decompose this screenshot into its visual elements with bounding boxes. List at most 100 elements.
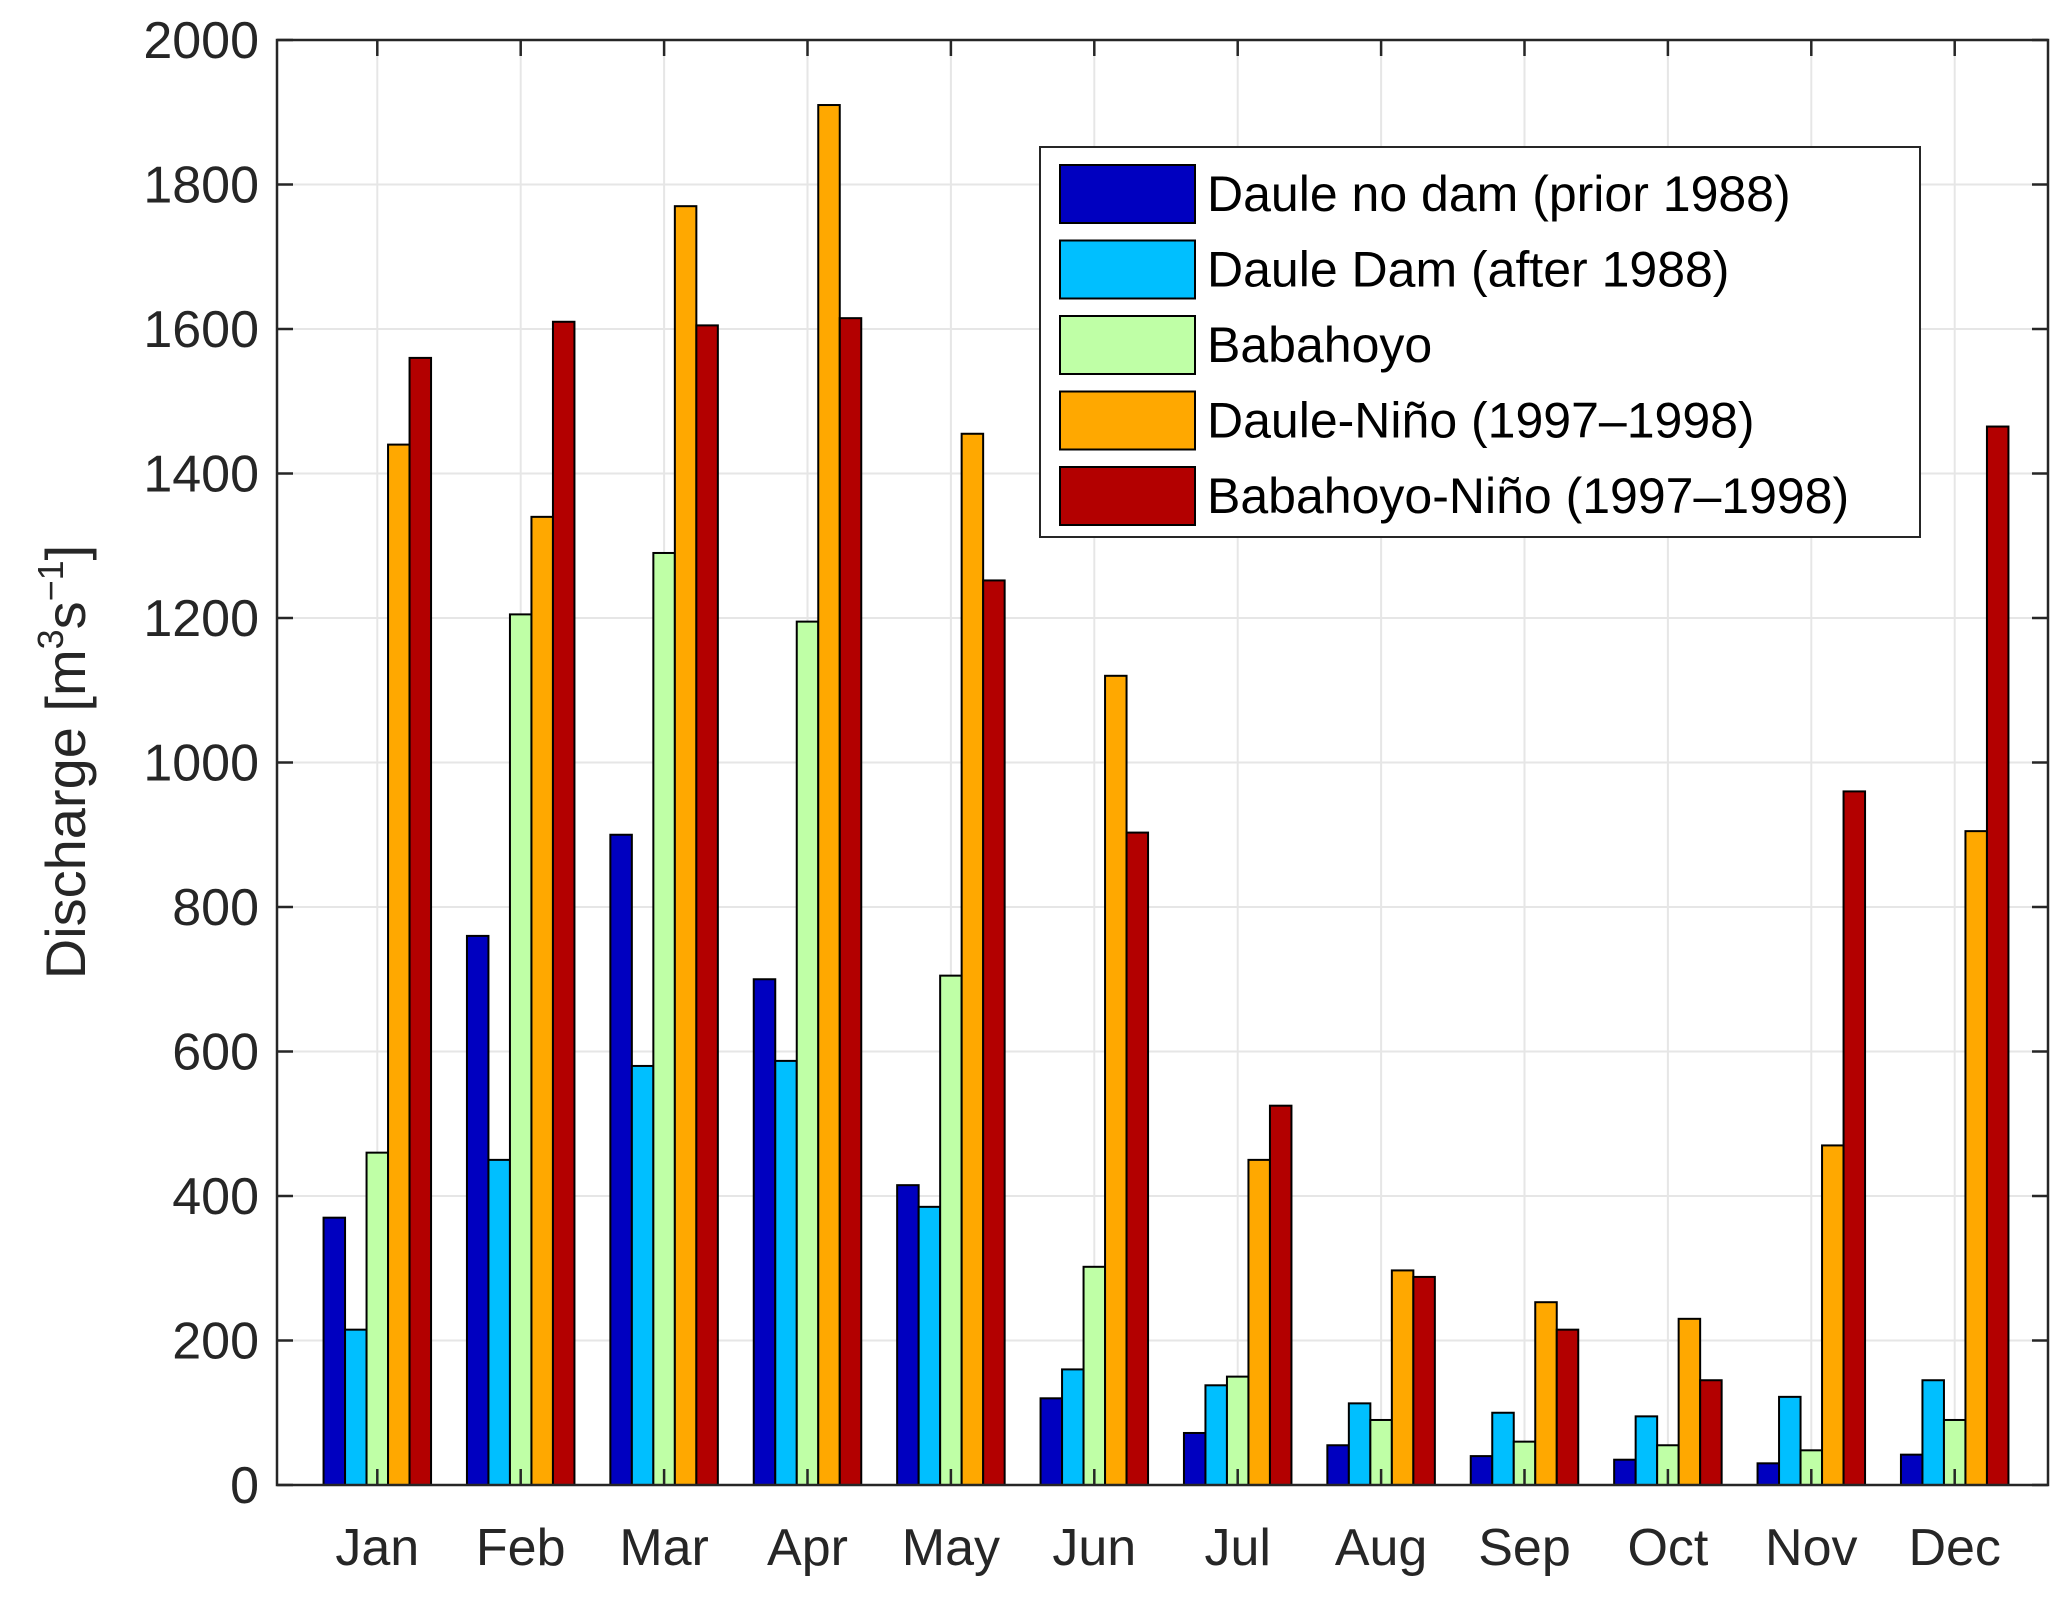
bar <box>551 320 576 1486</box>
bar <box>1182 1431 1207 1486</box>
legend-label: Daule-Niño (1997–1998) <box>1207 393 1755 449</box>
bar <box>817 104 841 1486</box>
legend: Daule no dam (prior 1988) Daule Dam (afte… <box>1039 146 1921 538</box>
y-axis-label-end: ] <box>34 545 97 561</box>
bar <box>695 324 719 1487</box>
bar <box>1326 1444 1350 1486</box>
bar <box>896 1184 920 1486</box>
bar <box>1204 1384 1228 1487</box>
y-tick-labels: 0 200 400 600 800 1000 1200 1400 1600 1800 2000 <box>143 12 259 1515</box>
bar <box>487 1158 511 1486</box>
bar <box>1985 425 2010 1487</box>
bar <box>322 1216 347 1487</box>
bar <box>673 205 698 1486</box>
bars <box>322 104 2010 1487</box>
bar <box>1039 1397 1064 1487</box>
bar <box>982 579 1006 1486</box>
bar <box>1347 1402 1372 1487</box>
bar <box>365 1151 390 1487</box>
x-tick-label: Sep <box>1478 1519 1571 1577</box>
y-axis-label-mid: s <box>34 601 97 629</box>
bar <box>795 620 820 1486</box>
bar <box>1921 1379 1945 1487</box>
bar <box>1247 1158 1271 1486</box>
y-tick-label: 0 <box>230 1457 259 1515</box>
y-tick-label: 800 <box>172 879 259 937</box>
x-tick-label: Mar <box>619 1519 709 1577</box>
y-tick-label: 400 <box>172 1168 259 1226</box>
y-axis-label: Discharge [m3s−1] <box>30 545 97 980</box>
y-tick-label: 1800 <box>143 157 259 215</box>
bar <box>1469 1455 1494 1486</box>
y-axis-label-sup2: −1 <box>30 560 71 601</box>
bar <box>652 551 676 1486</box>
x-tick-label: May <box>902 1519 1000 1577</box>
bar <box>530 515 554 1486</box>
legend-swatch <box>1059 239 1196 300</box>
bar <box>1082 1265 1107 1487</box>
x-tick-label: Jan <box>335 1519 419 1577</box>
x-tick-label: Feb <box>476 1519 566 1577</box>
x-tick-labels: Jan Feb Mar Apr May Jun Jul Aug Sep Oct Nov Dec <box>335 1519 2001 1577</box>
x-tick-label: Oct <box>1627 1519 1708 1577</box>
legend-label: Babahoyo <box>1207 317 1432 373</box>
bar <box>1412 1275 1436 1487</box>
legend-label: Daule no dam (prior 1988) <box>1207 166 1791 222</box>
legend-swatch <box>1059 315 1196 375</box>
legend-label: Daule Dam (after 1988) <box>1207 242 1729 298</box>
bar <box>1964 830 1988 1486</box>
y-tick-label: 600 <box>172 1024 259 1082</box>
x-tick-label: Aug <box>1335 1519 1428 1577</box>
bar <box>609 833 633 1486</box>
x-tick-label: Jul <box>1204 1519 1270 1577</box>
legend-swatch <box>1059 164 1196 224</box>
legend-swatch <box>1059 390 1196 451</box>
bar <box>1699 1379 1723 1487</box>
bar <box>1555 1328 1580 1486</box>
bar <box>1125 831 1150 1486</box>
y-axis-label-main: Discharge [m <box>34 649 97 979</box>
bar <box>939 974 963 1486</box>
bar <box>1104 674 1128 1486</box>
x-tick-label: Dec <box>1908 1519 2000 1577</box>
bar <box>1491 1411 1515 1486</box>
bar <box>1390 1269 1415 1486</box>
y-tick-label: 1000 <box>143 735 259 793</box>
bar <box>387 443 411 1487</box>
tick-marks <box>277 38 2048 1487</box>
bar <box>752 978 777 1486</box>
bar <box>465 934 490 1486</box>
y-tick-label: 200 <box>172 1313 259 1371</box>
y-axis-label-sup1: 3 <box>30 629 71 649</box>
x-tick-label: Jun <box>1052 1519 1136 1577</box>
bar <box>1756 1462 1781 1486</box>
bar <box>344 1328 368 1486</box>
bar <box>960 432 985 1487</box>
bar <box>508 613 533 1486</box>
bar <box>1899 1453 1924 1487</box>
bar <box>1268 1104 1293 1486</box>
bar <box>917 1205 942 1487</box>
y-tick-label: 2000 <box>143 12 259 70</box>
bar <box>838 317 863 1487</box>
bar <box>1634 1415 1659 1487</box>
bar <box>1842 790 1867 1486</box>
bar <box>1821 1144 1845 1487</box>
legend-swatch <box>1059 466 1196 526</box>
y-tick-label: 1600 <box>143 301 259 359</box>
bar <box>1534 1301 1558 1487</box>
bar <box>1778 1395 1802 1486</box>
bar <box>408 356 433 1486</box>
x-tick-label: Apr <box>767 1519 848 1577</box>
bar <box>774 1059 798 1486</box>
bar <box>1613 1458 1637 1487</box>
bar <box>630 1064 655 1486</box>
y-tick-label: 1200 <box>143 590 259 648</box>
bar <box>1061 1368 1085 1487</box>
bar <box>1677 1317 1702 1486</box>
x-tick-label: Nov <box>1765 1519 1857 1577</box>
legend-label: Babahoyo-Niño (1997–1998) <box>1207 468 1849 524</box>
y-tick-label: 1400 <box>143 446 259 504</box>
bar <box>1225 1375 1250 1486</box>
